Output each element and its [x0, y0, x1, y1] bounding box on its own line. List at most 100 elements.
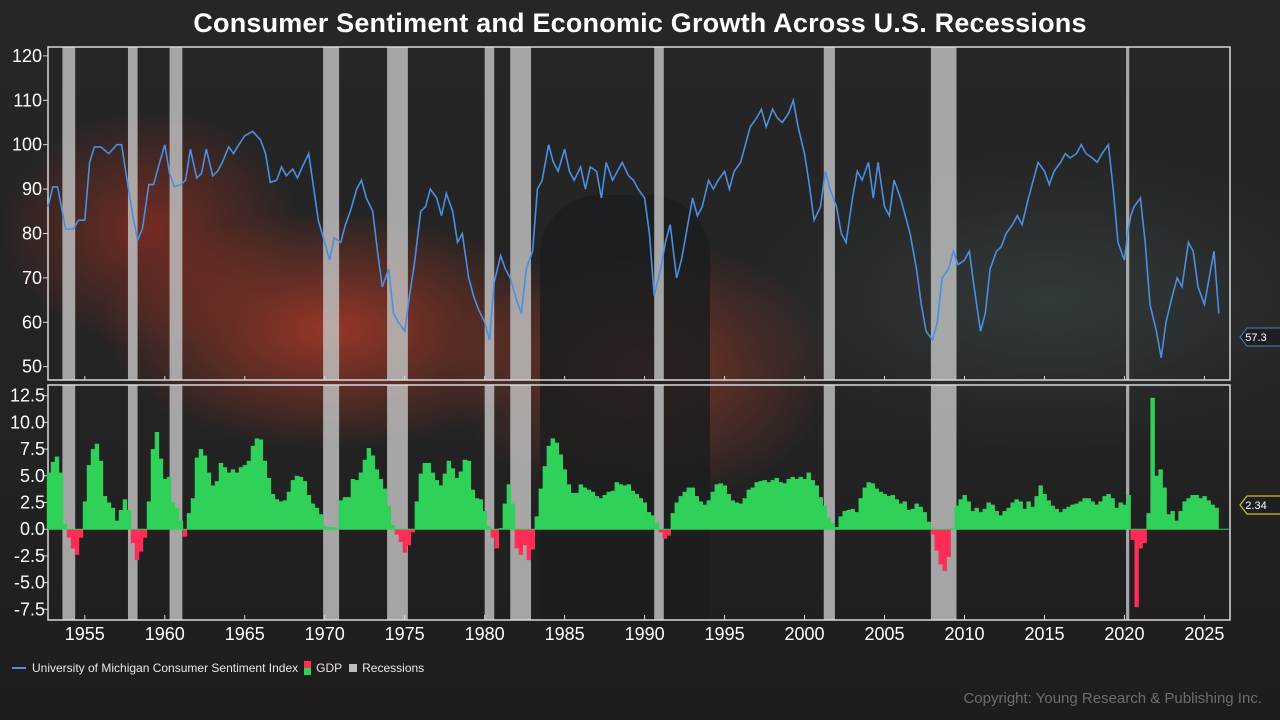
- x-tick-label: 1965: [225, 624, 265, 644]
- gdp-bar: [562, 469, 568, 530]
- gdp-bar: [1190, 495, 1195, 530]
- gdp-bar: [826, 517, 831, 530]
- gdp-bar: [526, 529, 532, 561]
- gdp-bar: [962, 495, 967, 530]
- gdp-bar: [974, 507, 979, 530]
- gdp-bar: [998, 515, 1003, 530]
- gdp-bar: [914, 503, 919, 530]
- y-tick-label: 60: [22, 312, 42, 332]
- gdp-bar: [454, 477, 460, 530]
- gdp-bar: [166, 476, 172, 530]
- gdp-bar: [182, 529, 188, 537]
- gdp-bar: [522, 529, 528, 546]
- gdp-bar: [850, 508, 855, 530]
- gdp-bar: [874, 488, 879, 530]
- gdp-bar: [898, 503, 903, 530]
- x-tick-label: 2025: [1184, 624, 1224, 644]
- gdp-bar: [50, 461, 56, 530]
- gdp-bar: [706, 500, 711, 530]
- gdp-bar: [238, 467, 244, 530]
- recession-bands-top: [62, 47, 1130, 380]
- gdp-bar: [738, 503, 743, 530]
- recession-band: [1126, 47, 1130, 380]
- gdp-bar: [142, 529, 148, 538]
- gdp-bar: [206, 472, 212, 530]
- gdp-bar: [134, 529, 140, 561]
- gdp-bar: [1010, 502, 1015, 530]
- gdp-bar: [1110, 498, 1115, 530]
- gdp-bar: [1026, 501, 1031, 530]
- gdp-bar: [950, 528, 955, 530]
- gdp-bar: [274, 499, 280, 530]
- gdp-bar: [490, 529, 496, 538]
- gdp-bar: [318, 514, 324, 530]
- gdp-bar: [610, 490, 616, 530]
- gdp-bar: [666, 529, 671, 536]
- gdp-bar: [534, 516, 540, 530]
- x-tick-label: 1975: [385, 624, 425, 644]
- gdp-bar: [270, 493, 276, 530]
- gdp-bar: [198, 449, 204, 530]
- gdp-bar: [750, 487, 755, 530]
- gdp-bar: [258, 439, 264, 530]
- legend-recessions-label: Recessions: [362, 661, 425, 675]
- recession-band: [484, 385, 495, 620]
- x-tick-label: 2010: [944, 624, 984, 644]
- gdp-bar: [1202, 496, 1207, 530]
- gdp-bar: [402, 529, 408, 553]
- gdp-bar: [658, 529, 663, 533]
- gdp-bar: [770, 480, 775, 530]
- gdp-bar: [474, 498, 480, 530]
- gdp-bar: [382, 488, 388, 530]
- gdp-bar: [310, 503, 316, 530]
- gdp-bar: [154, 432, 160, 530]
- gdp-bar: [1130, 529, 1135, 540]
- gdp-bar: [838, 516, 843, 530]
- gdp-bar: [210, 485, 216, 530]
- gdp-bar: [1114, 507, 1119, 530]
- gdp-bar: [230, 469, 236, 530]
- gdp-bar: [114, 520, 120, 530]
- gdp-bar: [306, 495, 312, 530]
- gdp-bar: [46, 472, 52, 530]
- gdp-bar: [1146, 513, 1151, 530]
- gdp-bar: [954, 505, 959, 530]
- gdp-bar: [842, 511, 847, 530]
- gdp-bar: [718, 483, 723, 530]
- gdp-bar: [78, 529, 84, 538]
- recession-band: [823, 47, 835, 380]
- gdp-bar: [530, 529, 536, 550]
- gdp-bar: [574, 492, 580, 530]
- gdp-bar: [662, 529, 667, 539]
- gdp-bar: [418, 473, 424, 530]
- gdp-bar: [1166, 514, 1171, 530]
- gdp-bar: [894, 499, 899, 530]
- recession-band: [169, 47, 183, 380]
- gdp-bar: [830, 522, 835, 530]
- gdp-bar: [882, 493, 887, 530]
- gdp-bar: [550, 438, 556, 530]
- gdp-bar: [790, 476, 795, 530]
- gdp-bar: [650, 515, 655, 530]
- gdp-bar: [422, 462, 428, 530]
- legend-gdp-label: GDP: [316, 661, 343, 675]
- gdp-bar: [218, 462, 224, 530]
- gdp-bar: [1198, 498, 1203, 530]
- gdp-bar: [858, 498, 863, 530]
- gdp-bar: [446, 460, 452, 530]
- gdp-bar: [1086, 498, 1091, 530]
- copyright-notice: Copyright: Young Research & Publishing I…: [963, 690, 1262, 707]
- gdp-bar: [542, 466, 548, 530]
- gdp-bar: [1210, 504, 1215, 530]
- gdp-bar: [374, 469, 380, 530]
- recession-band: [484, 47, 495, 380]
- sentiment-line: [47, 97, 1220, 358]
- gdp-bar: [170, 502, 176, 530]
- recession-band: [823, 385, 835, 620]
- gdp-bar: [482, 511, 488, 530]
- gdp-bar: [54, 456, 60, 530]
- gdp-bar: [906, 509, 911, 530]
- gdp-bar: [222, 467, 228, 530]
- gdp-bar: [390, 524, 396, 530]
- gdp-bar: [86, 465, 92, 530]
